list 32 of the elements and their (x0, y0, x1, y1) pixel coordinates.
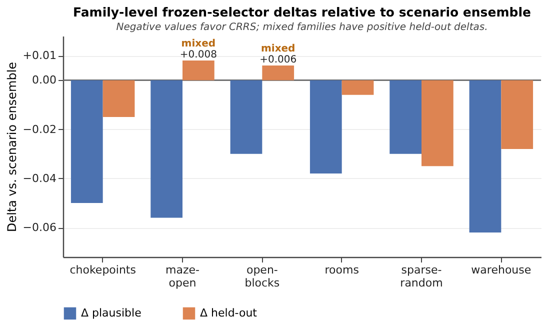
bar (310, 80, 342, 174)
y-tick-label: −0.06 (22, 221, 56, 234)
bar (182, 60, 214, 80)
chart-subtitle: Negative values favor CRRS; mixed families have positive held-out deltas. (116, 22, 488, 33)
x-tick-label: rooms (324, 264, 360, 276)
x-tick-label: chokepoints (70, 264, 136, 276)
bar (390, 80, 422, 154)
bar (262, 65, 294, 80)
bar (422, 80, 454, 166)
bar (469, 80, 502, 232)
data-label: +0.006 (260, 54, 297, 66)
annotation: mixed (260, 43, 296, 54)
y-tick-label: 0.00 (32, 74, 56, 87)
annotation: mixed (181, 38, 216, 50)
x-tick-label: open-blocks (244, 264, 280, 290)
bar (230, 80, 262, 154)
x-tick-label: sparse-random (400, 264, 443, 290)
data-label: +0.008 (180, 50, 217, 61)
y-axis-title: Delta vs. scenario ensemble (4, 62, 19, 232)
bar (342, 80, 374, 95)
bar (70, 80, 103, 203)
y-tick-label: −0.04 (22, 172, 56, 185)
chart-title: Family-level frozen-selector deltas relative to scenario ensemble (73, 4, 531, 20)
x-tick-label: warehouse (471, 264, 532, 276)
legend-label: Δ plausible (81, 306, 142, 320)
bar (501, 80, 534, 149)
y-tick-label: −0.02 (22, 122, 56, 136)
bar (102, 80, 135, 118)
bar (150, 80, 182, 218)
y-tick-label: +0.01 (22, 49, 56, 62)
legend-label: Δ held-out (200, 306, 258, 320)
x-tick-label: maze-open (166, 264, 200, 290)
